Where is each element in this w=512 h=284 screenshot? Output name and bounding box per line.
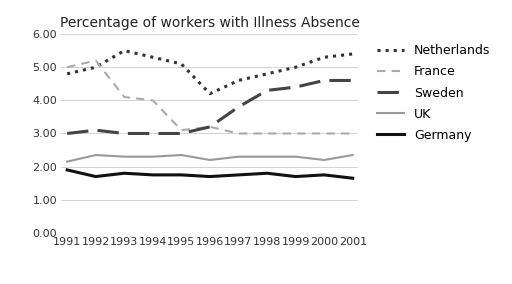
Title: Percentage of workers with Illness Absence: Percentage of workers with Illness Absen… — [60, 16, 360, 30]
Legend: Netherlands, France, Sweden, UK, Germany: Netherlands, France, Sweden, UK, Germany — [376, 44, 490, 142]
